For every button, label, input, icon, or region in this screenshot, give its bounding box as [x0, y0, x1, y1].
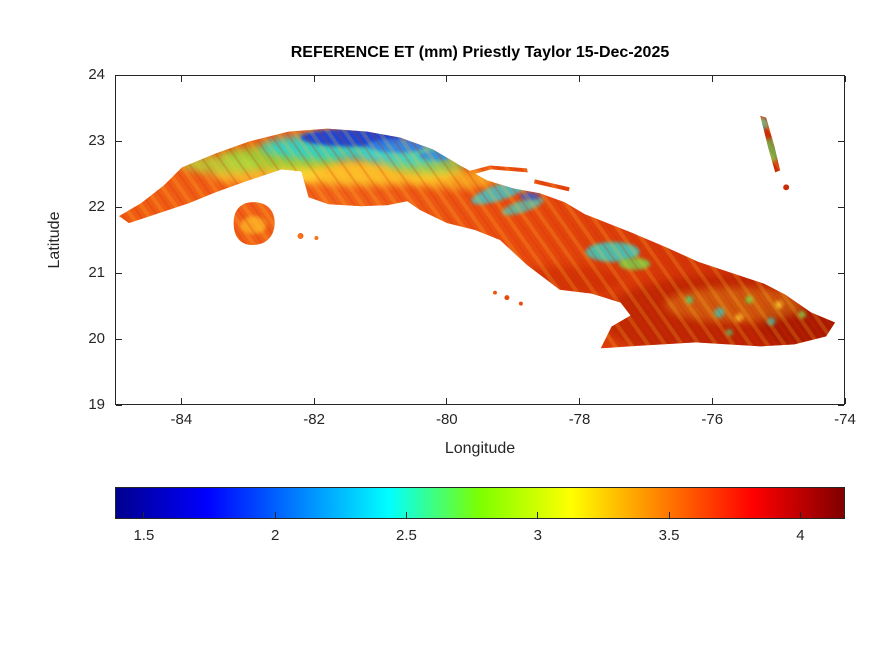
x-tick-label: -84 — [170, 411, 193, 428]
x-tick-label: -74 — [834, 411, 856, 428]
colorbar-tick-label: 4 — [796, 527, 805, 544]
x-tick-mark — [313, 398, 315, 404]
y-tick-label: 23 — [88, 132, 105, 149]
y-tick-mark — [838, 74, 844, 76]
x-axis-label: Longitude — [444, 440, 516, 457]
y-tick-label: 20 — [88, 330, 105, 347]
plot-area — [115, 75, 845, 405]
colorbar-tick-label: 3 — [533, 527, 542, 544]
y-tick-label: 21 — [88, 264, 105, 281]
colorbar-tick-mark — [274, 512, 276, 518]
y-tick-label: 19 — [88, 396, 105, 413]
x-tick-label: -82 — [303, 411, 325, 428]
colorbar-tick-label: 2.5 — [396, 527, 417, 544]
chart-title: REFERENCE ET (mm) Priestly Taylor 15-Dec… — [290, 44, 670, 61]
x-tick-mark — [711, 76, 713, 82]
cuba-et-map — [118, 115, 836, 349]
x-tick-mark — [844, 76, 846, 82]
y-tick-mark — [838, 140, 844, 142]
y-tick-mark — [838, 206, 844, 208]
y-axis-label: Latitude — [46, 211, 63, 269]
x-tick-mark — [579, 398, 581, 404]
x-tick-mark — [579, 76, 581, 82]
y-tick-mark — [116, 404, 122, 406]
x-tick-label: -76 — [701, 411, 724, 428]
colorbar-tick-mark — [143, 512, 145, 518]
y-tick-label: 22 — [88, 198, 105, 215]
y-tick-label: 24 — [88, 66, 105, 83]
y-tick-mark — [116, 206, 122, 208]
x-tick-mark — [446, 76, 448, 82]
x-tick-mark — [844, 398, 846, 404]
y-tick-mark — [116, 272, 122, 274]
y-tick-mark — [116, 338, 122, 340]
colorbar — [115, 487, 845, 519]
x-tick-mark — [446, 398, 448, 404]
y-tick-mark — [838, 404, 844, 406]
x-tick-mark — [313, 76, 315, 82]
y-tick-mark — [838, 338, 844, 340]
colorbar-tick-label: 2 — [271, 527, 280, 544]
y-tick-mark — [116, 74, 122, 76]
colorbar-tick-mark — [537, 512, 539, 518]
colorbar-tick-mark — [668, 512, 670, 518]
x-tick-label: -80 — [435, 411, 458, 428]
colorbar-gradient — [116, 488, 844, 518]
colorbar-tick-label: 1.5 — [133, 527, 155, 544]
x-tick-mark — [180, 398, 182, 404]
y-tick-mark — [116, 140, 122, 142]
x-tick-mark — [711, 398, 713, 404]
colorbar-tick-label: 3.5 — [658, 527, 680, 544]
x-tick-mark — [180, 76, 182, 82]
y-tick-mark — [838, 272, 844, 274]
colorbar-tick-mark — [799, 512, 801, 518]
x-tick-label: -78 — [568, 411, 591, 428]
cuba-raster — [118, 115, 836, 349]
colorbar-tick-mark — [405, 512, 407, 518]
